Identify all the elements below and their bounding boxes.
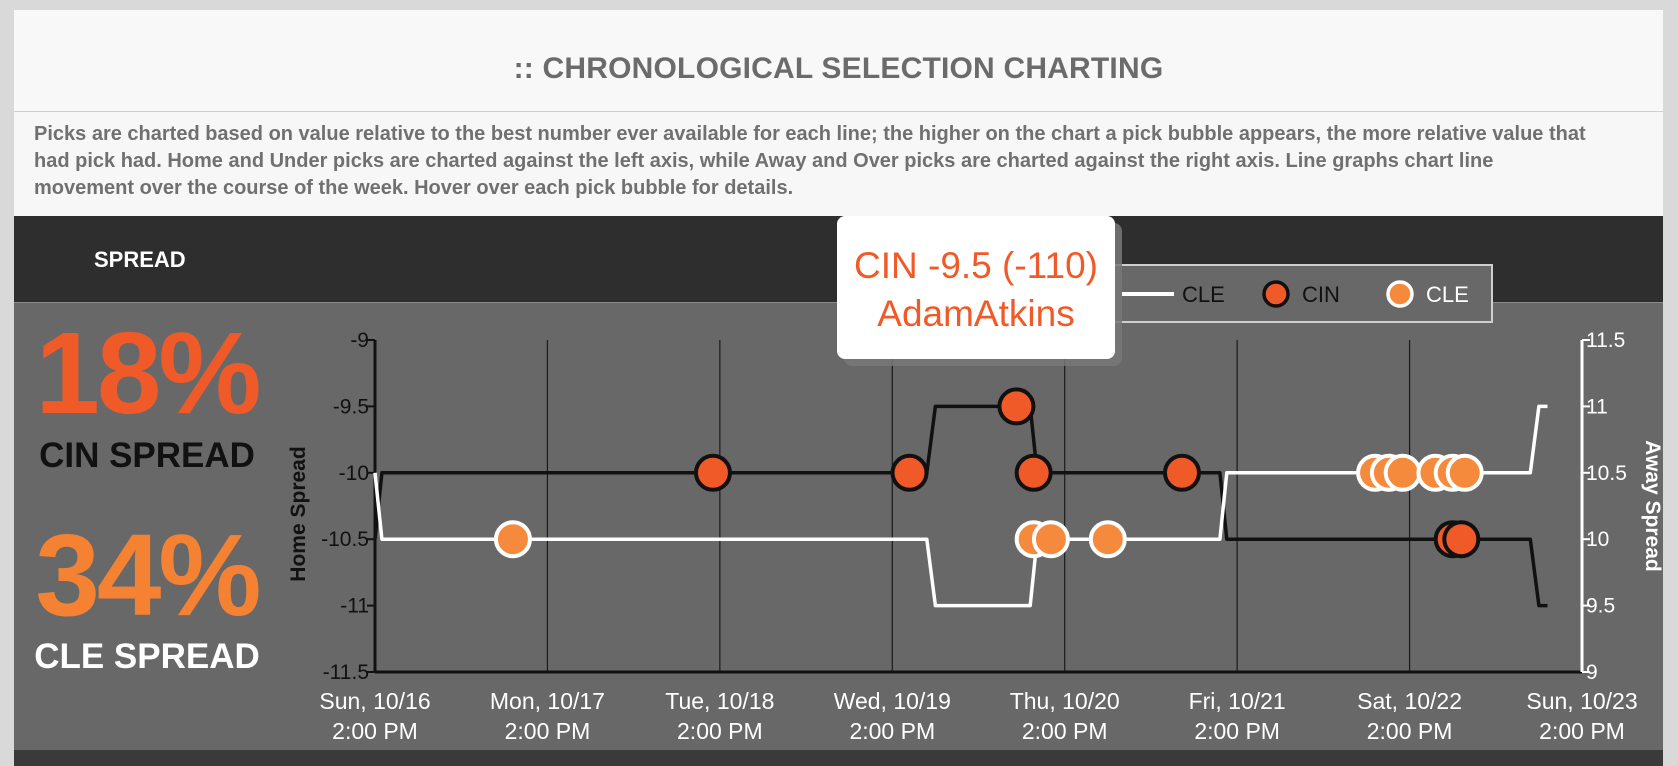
x-tick-label: Tue, 10/18 [665, 688, 774, 714]
chart-card: :: CHRONOLOGICAL SELECTION CHARTING Pick… [14, 10, 1663, 766]
cin-pick-bubble [1162, 453, 1201, 492]
x-tick-label: Thu, 10/20 [1010, 688, 1120, 714]
x-tick-label: 2:00 PM [677, 718, 763, 744]
x-tick-label: Sun, 10/23 [1526, 688, 1637, 714]
legend-label: CIN [1302, 282, 1340, 307]
cin-pick-bubble [1442, 520, 1481, 559]
right-tick-label: 9.5 [1586, 595, 1615, 618]
left-tick-label: -9.5 [333, 395, 369, 418]
page-title: :: CHRONOLOGICAL SELECTION CHARTING [513, 52, 1164, 85]
cin-pick-bubble [693, 453, 732, 492]
x-tick-label: 2:00 PM [1022, 718, 1108, 744]
home-line-series [373, 404, 1548, 608]
left-tick-label: -10 [339, 462, 369, 485]
section-label: SPREAD [94, 247, 186, 272]
right-axis-title: Away Spread [1641, 440, 1664, 572]
cle-pick-bubble [1088, 520, 1127, 559]
cin-pick-bubble [997, 387, 1036, 426]
right-tick-label: 10.5 [1586, 462, 1627, 485]
cin-pick-bubble [1014, 453, 1053, 492]
right-tick-label: 11.5 [1586, 329, 1625, 352]
x-tick-label: Sun, 10/16 [319, 688, 430, 714]
x-tick-label: 2:00 PM [1194, 718, 1280, 744]
cle-pick-bubble [1445, 453, 1484, 492]
left-tick-label: -11 [340, 595, 369, 618]
cin-percent: 18% [35, 308, 261, 438]
pick-tooltip: CIN -9.5 (-110) AdamAtkins [837, 216, 1115, 359]
x-tick-label: Mon, 10/17 [490, 688, 605, 714]
bottom-bar [14, 750, 1663, 766]
x-tick-label: 2:00 PM [1539, 718, 1625, 744]
cle-percent-label: CLE SPREAD [34, 637, 260, 676]
tooltip-pick: CIN -9.5 (-110) [854, 245, 1098, 286]
left-tick-label: -11.5 [323, 661, 369, 684]
legend-cle-swatch [1386, 280, 1414, 308]
x-tick-label: 2:00 PM [1367, 718, 1453, 744]
spread-panel: 18% CIN SPREAD 34% CLE SPREAD [14, 303, 1663, 760]
legend-label: CLE [1426, 282, 1469, 307]
left-tick-label: -10.5 [321, 528, 369, 551]
cin-pick-bubble [890, 453, 929, 492]
x-tick-label: 2:00 PM [849, 718, 935, 744]
cin-percent-label: CIN SPREAD [39, 436, 255, 475]
x-tick-label: Wed, 10/19 [834, 688, 951, 714]
tooltip-user: AdamAtkins [877, 293, 1075, 334]
cle-percent: 34% [35, 510, 261, 640]
right-tick-label: 10 [1586, 528, 1609, 551]
right-tick-label: 9 [1586, 661, 1598, 684]
away-line-series [373, 404, 1548, 608]
x-tick-label: Sat, 10/22 [1357, 688, 1462, 714]
right-tick-label: 11 [1586, 395, 1608, 418]
left-tick-label: -9 [350, 329, 369, 352]
legend-label: CLE [1182, 282, 1225, 307]
x-tick-label: 2:00 PM [505, 718, 591, 744]
header: :: CHRONOLOGICAL SELECTION CHARTING [14, 10, 1663, 112]
cle-pick-bubble [1031, 520, 1070, 559]
legend-cin-swatch [1262, 280, 1290, 308]
description: Picks are charted based on value relativ… [34, 123, 1586, 199]
cle-pick-bubble [493, 520, 532, 559]
left-axis-title: Home Spread [287, 446, 310, 581]
cle-pick-bubble [1383, 453, 1422, 492]
x-tick-label: 2:00 PM [332, 718, 418, 744]
x-tick-label: Fri, 10/21 [1189, 688, 1286, 714]
